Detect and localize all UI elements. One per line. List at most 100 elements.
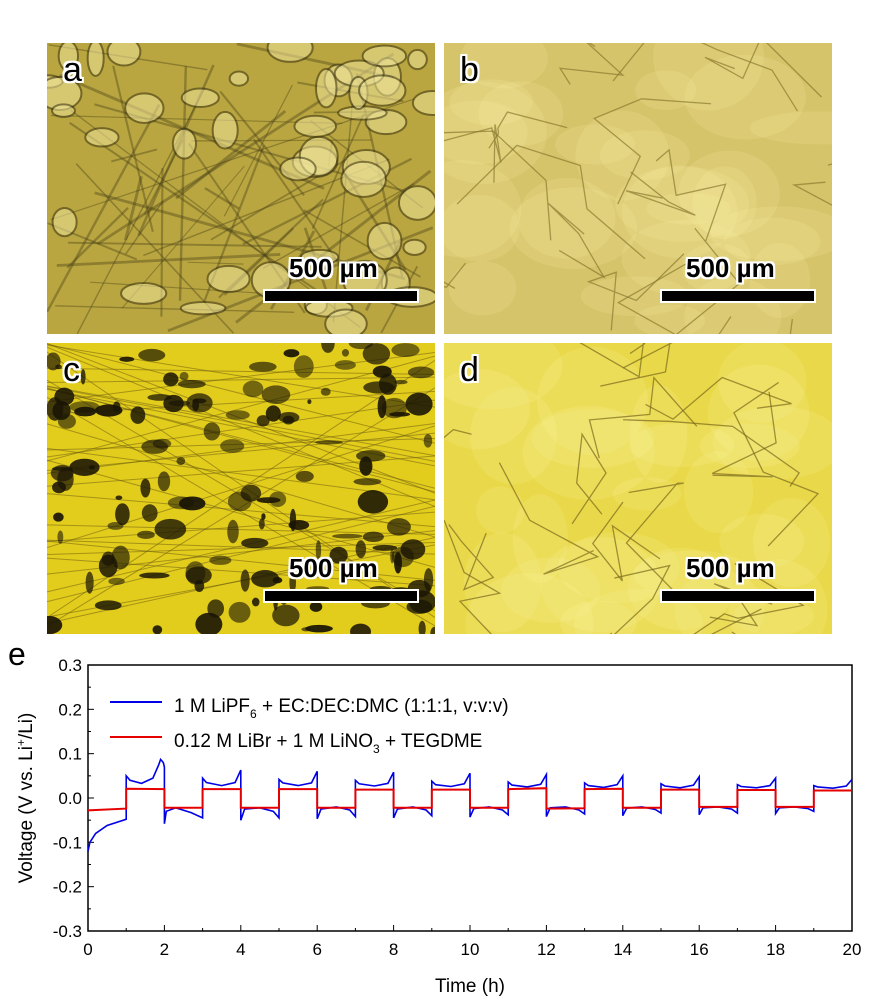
grain-boundary [612,43,799,112]
grain-tone [444,100,528,165]
deposit [402,238,427,256]
pit [80,369,86,385]
scratch [47,459,435,568]
pit [418,620,426,634]
scratch [47,367,435,376]
voltage-chart: 0 2 4 6 8 10 12 14 16 18 20 -0.3 -0.2 -0.1 0.0 0.1 0.2 0.… [14,656,862,997]
micrograph-image-c [47,343,435,634]
grain-tone [709,206,832,261]
pit [258,518,265,530]
deposit [51,206,78,238]
grain-tone [469,387,557,485]
pit [332,533,363,539]
scratch [124,175,143,241]
pit [256,497,281,504]
grain-boundary [591,501,661,582]
pit [320,387,331,396]
scratch [47,511,435,542]
deposit [358,74,407,107]
pit [209,555,232,565]
pit [282,415,295,425]
grain-tone [599,130,690,180]
pit [309,601,323,612]
grain-boundary [711,391,777,478]
grain-boundary [592,98,712,205]
deposit [397,185,435,221]
x-tick-label: 16 [690,940,709,959]
pit [207,599,225,618]
deposit [120,281,168,305]
deposit [366,221,403,261]
pit [256,415,270,427]
grain-tone [518,177,616,259]
pit [405,392,433,416]
pit [307,399,312,405]
pit [394,379,408,385]
grain-tone [682,243,752,294]
pit [251,570,280,588]
scratch [51,114,343,124]
grain-tone [560,600,637,634]
grain-boundary [547,203,606,279]
pit [341,348,350,357]
deposit [180,87,220,108]
grain-tone [537,346,648,456]
pit [242,380,264,398]
y-tick-label: -0.1 [53,833,82,852]
pit [283,349,300,358]
pit [115,495,123,500]
pit [315,540,322,560]
deposit [124,92,165,124]
panel-label-c: c [63,351,80,389]
y-axis-label: Voltage (V vs. Li+/Li) [14,713,37,884]
scratch [47,343,435,444]
scratch [223,84,293,217]
pit [157,471,171,492]
grain-tone [522,405,655,500]
x-tick-label: 14 [613,940,632,959]
grain-boundary [444,519,502,634]
scratch [178,66,188,301]
grain-boundary [710,608,762,634]
pit [378,373,397,395]
pit [334,360,356,370]
grain-boundary [444,262,467,288]
x-axis-label: Time (h) [435,976,505,997]
deposit [361,44,408,68]
scratch [47,385,435,462]
grain-tone [557,532,680,604]
grain-tone [555,124,635,165]
pit [138,348,166,362]
grain-boundary [456,144,646,260]
pit [387,518,411,536]
scale-bar-c [263,589,419,603]
micrograph-image-b [444,43,832,334]
pit [249,361,277,372]
grain-tone [621,219,751,297]
scratch [112,65,154,233]
grain-boundary [444,124,502,183]
scratch [110,148,158,163]
pit [195,612,223,634]
micrograph-c: c 500 µm [47,343,435,634]
grain-tone [723,217,821,266]
pit [139,572,170,579]
grain-tone [580,276,690,316]
grain-tone [753,498,831,588]
micrograph-image-d [444,343,832,634]
x-tick-label: 6 [312,940,321,959]
grain-boundary [448,524,495,591]
pit [108,577,125,585]
pit [394,551,402,574]
pit [52,401,71,421]
grain-boundary [586,253,685,331]
pit [261,513,266,520]
deposit [84,127,120,148]
micrograph-a: a 500 µm [47,43,435,334]
scale-bar-text-c: 500 µm [289,553,378,583]
grain-tone [628,423,735,467]
x-tick-label: 20 [843,940,862,959]
x-tick-label: 4 [236,940,245,959]
grain-tone [476,486,525,534]
deposit [299,248,340,266]
